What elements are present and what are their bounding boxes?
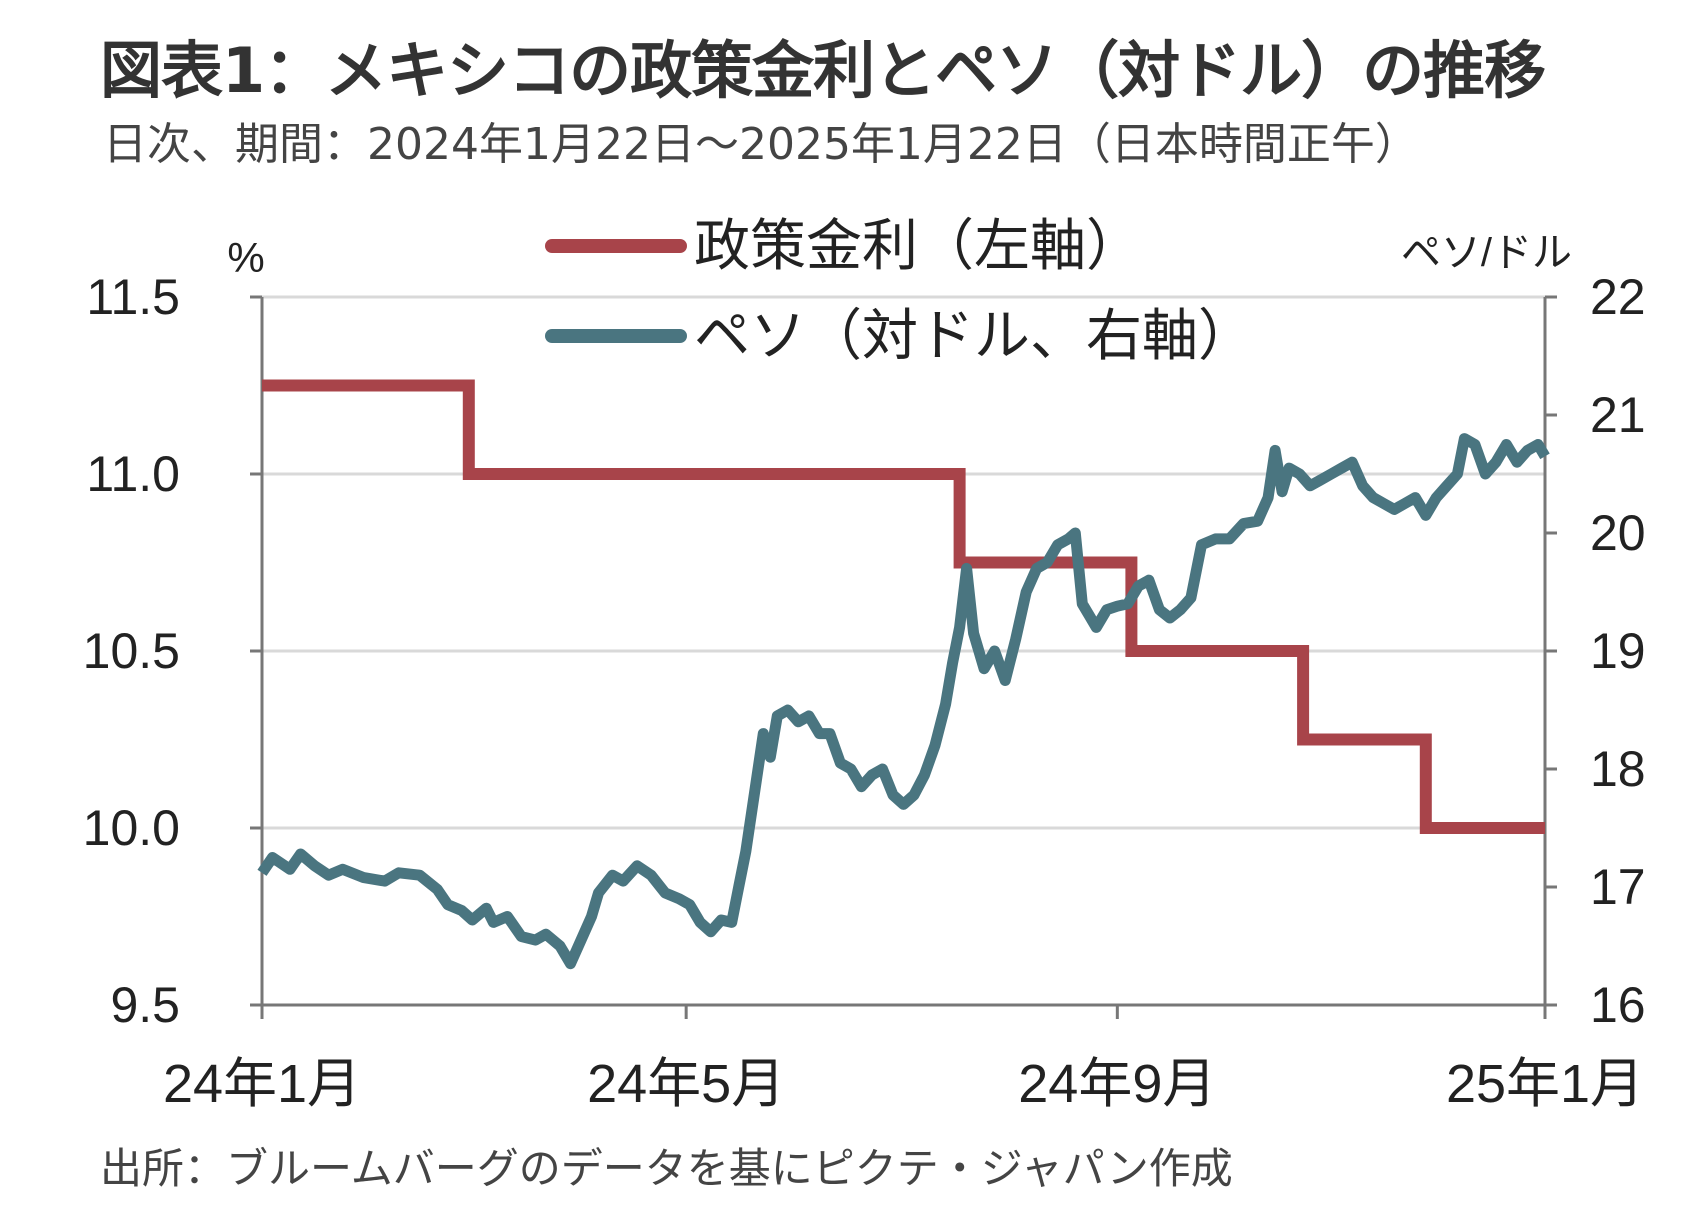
right-axis-unit-label: ペソ/ドル: [1401, 231, 1572, 275]
x-axis-tick-label: 24年9月: [1018, 1054, 1216, 1114]
legend-label: ペソ（対ドル、右軸）: [694, 304, 1254, 367]
right-axis-tick-label: 19: [1590, 623, 1646, 679]
right-axis-tick-label: 16: [1590, 977, 1646, 1033]
policy-rate-line: [262, 379, 1545, 834]
legend: 政策金利（左軸） ペソ（対ドル、右軸）: [545, 214, 1254, 367]
legend-label: 政策金利（左軸）: [694, 214, 1142, 277]
x-axis-tick-label: 24年1月: [163, 1054, 361, 1114]
left-axis-tick-label: 11.0: [86, 446, 180, 502]
source-note: 出所：ブルームバーグのデータを基にピクテ・ジャパン作成: [100, 1144, 1233, 1193]
left-axis-tick-label: 9.5: [110, 977, 180, 1033]
chart-title: 図表1：メキシコの政策金利とペソ（対ドル）の推移: [100, 34, 1546, 107]
left-axis-tick-label: 10.0: [83, 800, 180, 856]
right-axis-tick-label: 18: [1590, 741, 1646, 797]
x-axis-tick-label: 24年5月: [587, 1054, 785, 1114]
right-axis-tick-label: 22: [1590, 269, 1646, 325]
gridlines: [262, 295, 1545, 830]
peso-line: [257, 433, 1550, 970]
axes: 9.5 10.0 10.5 11.0 11.5 16 17 18 19 20 21 22 24年1月 24…: [83, 231, 1646, 1114]
right-axis-tick-label: 21: [1590, 387, 1646, 443]
series-lines: [257, 379, 1550, 970]
chart-subtitle: 日次、期間：2024年1月22日～2025年1月22日（日本時間正午）: [103, 119, 1419, 170]
right-axis-tick-label: 17: [1590, 859, 1646, 915]
left-axis-tick-label: 10.5: [83, 623, 180, 679]
right-axis-tick-label: 20: [1590, 505, 1646, 561]
left-axis-unit-label: %: [227, 234, 264, 281]
left-axis-tick-label: 11.5: [86, 269, 180, 325]
x-axis-tick-label: 25年1月: [1446, 1054, 1644, 1114]
